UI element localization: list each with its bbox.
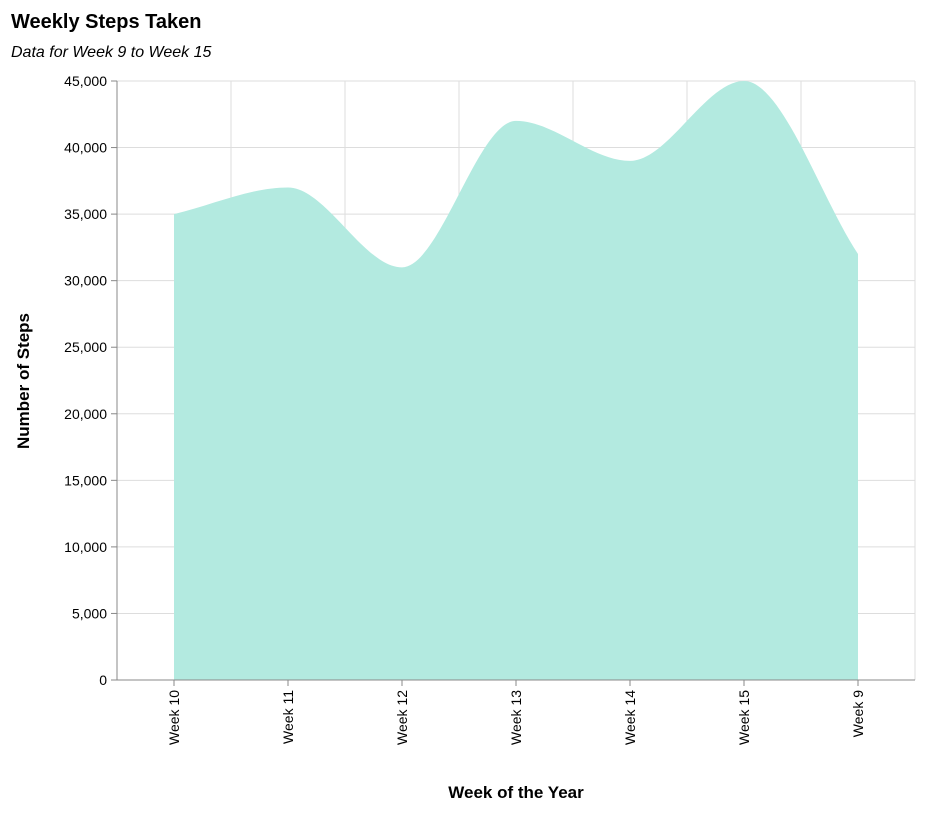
area-series-path: [174, 81, 858, 680]
x-axis-ticks: Week 10 Week 11 Week 12 Week 13 Week 14 Week …: [166, 680, 866, 745]
x-tick-label: Week 14: [622, 690, 638, 745]
data-point: [172, 212, 176, 216]
x-tick-label: Week 12: [394, 690, 410, 745]
data-point: [400, 265, 404, 269]
y-axis-title: Number of Steps: [14, 313, 33, 449]
y-tick-label: 25,000: [64, 339, 107, 355]
x-tick-label: Week 11: [280, 690, 296, 744]
area-series: [172, 79, 860, 680]
data-point: [856, 252, 860, 256]
chart-title: Weekly Steps Taken: [11, 11, 201, 33]
data-point: [742, 79, 746, 83]
y-tick-label: 5,000: [72, 605, 107, 621]
chart-subtitle: Data for Week 9 to Week 15: [11, 44, 212, 61]
y-axis-ticks: 0 5,000 10,000 15,000 20,000 25,000 30,000 35,0…: [64, 73, 117, 688]
data-point: [286, 185, 290, 189]
x-tick-label: Week 9: [850, 690, 866, 737]
y-tick-label: 20,000: [64, 406, 107, 422]
y-tick-label: 10,000: [64, 539, 107, 555]
y-tick-label: 35,000: [64, 206, 107, 222]
y-tick-label: 45,000: [64, 73, 107, 89]
y-tick-label: 0: [99, 672, 107, 688]
x-tick-label: Week 13: [508, 690, 524, 745]
y-tick-label: 40,000: [64, 140, 107, 156]
y-tick-label: 30,000: [64, 273, 107, 289]
x-axis-title: Week of the Year: [448, 783, 584, 802]
x-tick-label: Week 15: [736, 690, 752, 745]
x-tick-label: Week 10: [166, 690, 182, 745]
data-point: [628, 159, 632, 163]
data-point: [514, 119, 518, 123]
y-tick-label: 15,000: [64, 472, 107, 488]
